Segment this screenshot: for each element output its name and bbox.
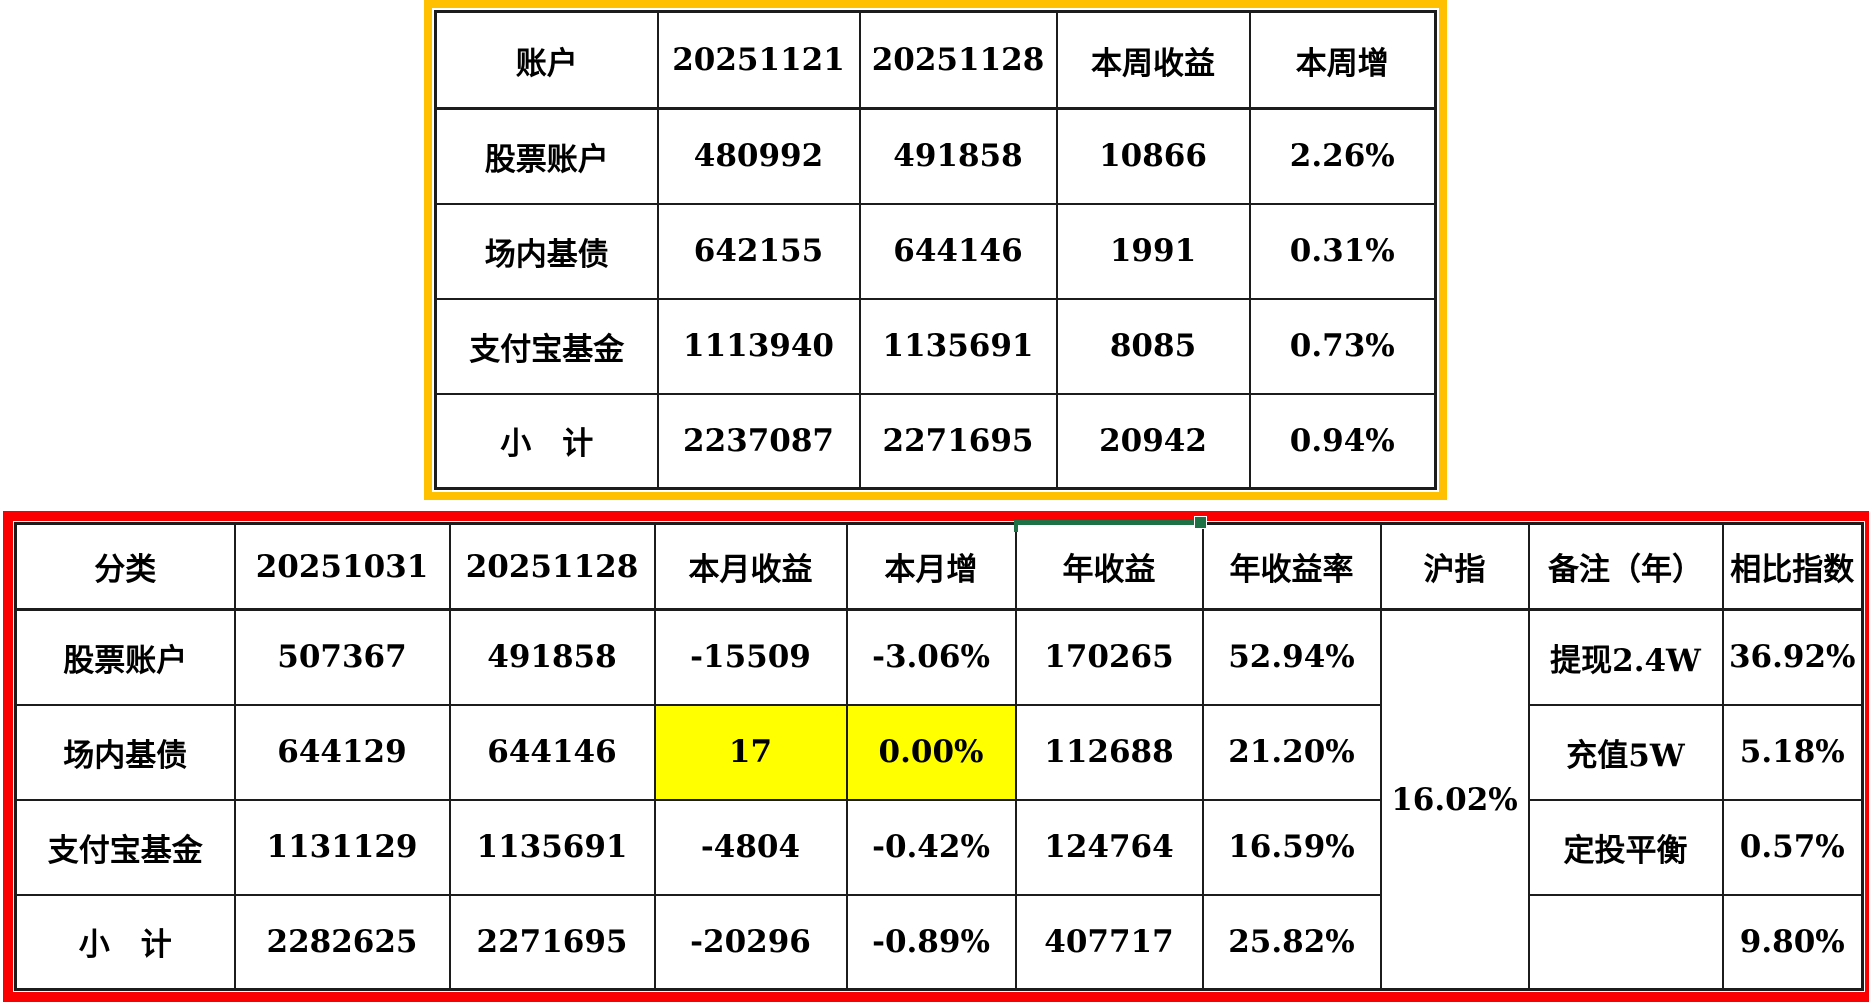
data-cell[interactable]: 480992 <box>656 107 861 205</box>
header-cell-note-year[interactable]: 备注（年） <box>1527 522 1724 611</box>
data-cell[interactable]: 644146 <box>858 202 1058 300</box>
data-cell[interactable]: 491858 <box>858 107 1058 205</box>
row-label-cell[interactable]: 股票账户 <box>14 608 236 706</box>
data-cell[interactable]: 5.18% <box>1721 703 1864 801</box>
header-cell-week-change[interactable]: 本周增 <box>1248 10 1437 110</box>
data-cell[interactable]: 644129 <box>233 703 451 801</box>
highlight-cell-month-income[interactable]: 17 <box>653 703 848 801</box>
header-cell-month-change[interactable]: 本月增 <box>845 522 1017 611</box>
weekly-row-stock: 股票账户 480992 491858 10866 2.26% <box>434 107 1437 205</box>
data-cell[interactable]: 0.73% <box>1248 297 1437 395</box>
data-cell[interactable]: -20296 <box>653 893 848 991</box>
monthly-row-fund-bond: 场内基债 644129 644146 17 0.00% 112688 21.20… <box>14 703 1864 801</box>
data-cell[interactable]: 0.31% <box>1248 202 1437 300</box>
data-cell[interactable]: 507367 <box>233 608 451 706</box>
data-cell[interactable]: 36.92% <box>1721 608 1864 706</box>
data-cell[interactable]: 642155 <box>656 202 861 300</box>
data-cell[interactable]: -0.42% <box>845 798 1017 896</box>
weekly-row-fund-bond: 场内基债 642155 644146 1991 0.31% <box>434 202 1437 300</box>
data-cell[interactable]: 2282625 <box>233 893 451 991</box>
data-cell[interactable]: 1135691 <box>448 798 656 896</box>
row-label-cell[interactable]: 支付宝基金 <box>14 798 236 896</box>
header-cell-category[interactable]: 分类 <box>14 522 236 611</box>
header-cell-year-income[interactable]: 年收益 <box>1014 522 1204 611</box>
data-cell[interactable]: 2271695 <box>858 392 1058 490</box>
data-cell[interactable]: 1131129 <box>233 798 451 896</box>
note-cell[interactable]: 提现2.4W <box>1527 608 1724 706</box>
data-cell[interactable]: 2237087 <box>656 392 861 490</box>
data-cell[interactable]: -0.89% <box>845 893 1017 991</box>
weekly-row-subtotal: 小 计 2237087 2271695 20942 0.94% <box>434 392 1437 490</box>
header-cell-date-20251031[interactable]: 20251031 <box>233 522 451 611</box>
monthly-row-subtotal: 小 计 2282625 2271695 -20296 -0.89% 407717… <box>14 893 1864 991</box>
data-cell[interactable]: -15509 <box>653 608 848 706</box>
weekly-header-row: 账户 20251121 20251128 本周收益 本周增 <box>434 10 1437 110</box>
selection-border-left-stub <box>1014 520 1018 532</box>
data-cell[interactable]: -3.06% <box>845 608 1017 706</box>
data-cell[interactable]: 124764 <box>1014 798 1204 896</box>
data-cell[interactable]: 1991 <box>1055 202 1251 300</box>
header-cell-date-20251128[interactable]: 20251128 <box>858 10 1058 110</box>
row-label-cell[interactable]: 场内基债 <box>14 703 236 801</box>
data-cell[interactable]: 25.82% <box>1201 893 1382 991</box>
monthly-table: 分类 20251031 20251128 本月收益 本月增 年收益 年收益率 沪… <box>14 522 1864 991</box>
data-cell[interactable]: 8085 <box>1055 297 1251 395</box>
shanghai-index-merged-cell[interactable]: 16.02% <box>1379 608 1530 991</box>
data-cell[interactable]: 21.20% <box>1201 703 1382 801</box>
data-cell[interactable]: 9.80% <box>1721 893 1864 991</box>
weekly-row-alipay-fund: 支付宝基金 1113940 1135691 8085 0.73% <box>434 297 1437 395</box>
data-cell[interactable]: 170265 <box>1014 608 1204 706</box>
data-cell[interactable]: 644146 <box>448 703 656 801</box>
header-cell-account[interactable]: 账户 <box>434 10 659 110</box>
data-cell[interactable]: 407717 <box>1014 893 1204 991</box>
monthly-header-row: 分类 20251031 20251128 本月收益 本月增 年收益 年收益率 沪… <box>14 522 1864 611</box>
data-cell[interactable]: 16.59% <box>1201 798 1382 896</box>
row-label-cell[interactable]: 场内基债 <box>434 202 659 300</box>
highlight-cell-month-change[interactable]: 0.00% <box>845 703 1017 801</box>
header-cell-date-20251128[interactable]: 20251128 <box>448 522 656 611</box>
data-cell[interactable]: -4804 <box>653 798 848 896</box>
data-cell[interactable]: 2271695 <box>448 893 656 991</box>
row-label-cell[interactable]: 小 计 <box>434 392 659 490</box>
data-cell[interactable]: 112688 <box>1014 703 1204 801</box>
data-cell[interactable]: 491858 <box>448 608 656 706</box>
header-cell-vs-index[interactable]: 相比指数 <box>1721 522 1864 611</box>
data-cell[interactable]: 2.26% <box>1248 107 1437 205</box>
note-cell-empty[interactable] <box>1527 893 1724 991</box>
header-cell-month-income[interactable]: 本月收益 <box>653 522 848 611</box>
monthly-table-frame: 分类 20251031 20251128 本月收益 本月增 年收益 年收益率 沪… <box>3 511 1869 1002</box>
weekly-table: 账户 20251121 20251128 本周收益 本周增 股票账户 48099… <box>434 10 1437 490</box>
header-cell-shanghai-index[interactable]: 沪指 <box>1379 522 1530 611</box>
data-cell[interactable]: 1135691 <box>858 297 1058 395</box>
monthly-row-alipay-fund: 支付宝基金 1131129 1135691 -4804 -0.42% 12476… <box>14 798 1864 896</box>
data-cell[interactable]: 10866 <box>1055 107 1251 205</box>
data-cell[interactable]: 20942 <box>1055 392 1251 490</box>
selection-fill-handle[interactable] <box>1194 516 1207 529</box>
data-cell[interactable]: 0.57% <box>1721 798 1864 896</box>
header-cell-week-income[interactable]: 本周收益 <box>1055 10 1251 110</box>
data-cell[interactable]: 0.94% <box>1248 392 1437 490</box>
data-cell[interactable]: 1113940 <box>656 297 861 395</box>
row-label-cell[interactable]: 小 计 <box>14 893 236 991</box>
weekly-table-frame: 账户 20251121 20251128 本周收益 本周增 股票账户 48099… <box>424 0 1447 500</box>
note-cell[interactable]: 定投平衡 <box>1527 798 1724 896</box>
header-cell-date-20251121[interactable]: 20251121 <box>656 10 861 110</box>
selection-border-line <box>1014 520 1202 525</box>
header-cell-year-rate[interactable]: 年收益率 <box>1201 522 1382 611</box>
note-cell[interactable]: 充值5W <box>1527 703 1724 801</box>
data-cell[interactable]: 52.94% <box>1201 608 1382 706</box>
row-label-cell[interactable]: 股票账户 <box>434 107 659 205</box>
row-label-cell[interactable]: 支付宝基金 <box>434 297 659 395</box>
monthly-row-stock: 股票账户 507367 491858 -15509 -3.06% 170265 … <box>14 608 1864 991</box>
